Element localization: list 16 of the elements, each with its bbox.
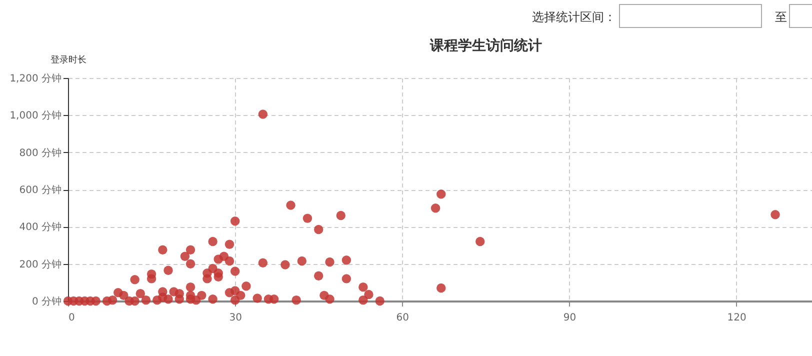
x-tick-label: 120 xyxy=(727,312,746,324)
x-tick-label: 90 xyxy=(563,312,576,324)
y-tick-label: 400 分钟 xyxy=(19,221,62,234)
x-tick-label: 60 xyxy=(396,312,409,324)
y-tick-label: 0 分钟 xyxy=(32,296,62,308)
x-tick-label: 0 xyxy=(68,312,75,324)
text: 选择统计区间： xyxy=(532,9,616,26)
y-tick-label: 1,200 分钟 xyxy=(10,72,62,84)
y-tick-label: 800 分钟 xyxy=(19,146,62,159)
y-tick-label: 600 分钟 xyxy=(19,184,62,196)
y-axis-title: 登录时长 xyxy=(50,54,86,66)
y-tick-label: 1,000 分钟 xyxy=(10,110,62,122)
chart-title: 课程学生访问统计 xyxy=(429,37,542,54)
y-tick-label: 200 分钟 xyxy=(19,258,62,270)
x-tick-label: 30 xyxy=(229,312,242,324)
text: 至 xyxy=(775,9,787,26)
